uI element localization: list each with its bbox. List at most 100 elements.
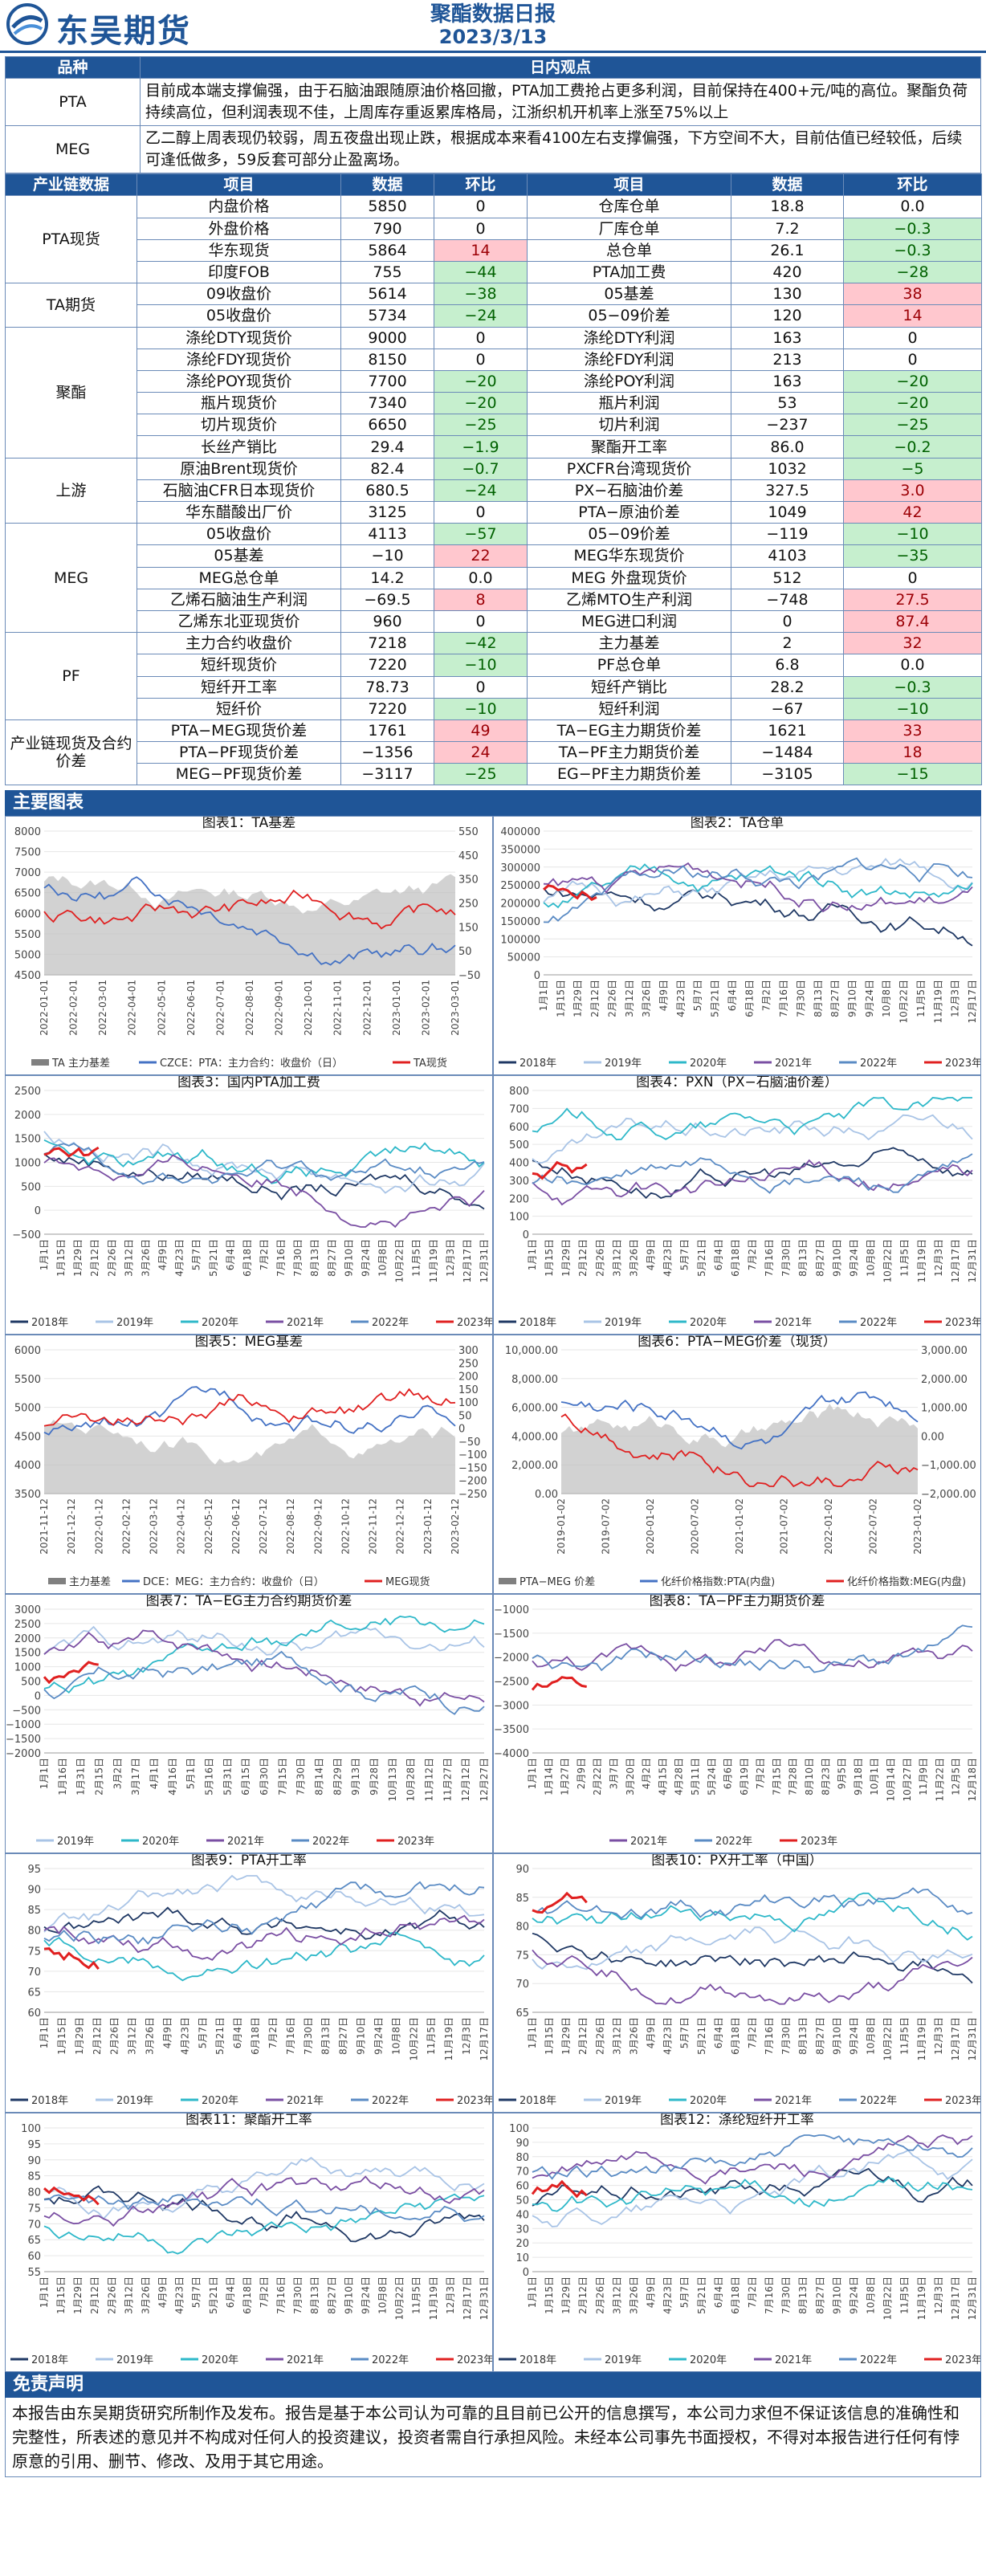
- series-line: [532, 1887, 973, 1920]
- value-cell: 1032: [731, 457, 844, 480]
- value-cell: 960: [340, 609, 434, 634]
- y-tick-label: 400000: [500, 826, 540, 838]
- x-tick-label: 1月1日: [527, 1758, 538, 1789]
- item-cell: PTA−MEG现货价差: [136, 719, 341, 743]
- change-cell: 0.0: [843, 654, 982, 677]
- y-tick-label: −2000: [494, 1653, 529, 1665]
- item-cell: 切片现货价: [136, 414, 341, 437]
- change-cell: −25: [843, 414, 982, 437]
- x-tick-label: 1月15日: [555, 980, 566, 1017]
- x-tick-label: 2022-05-12: [203, 1498, 214, 1555]
- x-tick-label: 8月27日: [814, 2017, 825, 2055]
- table-row: 聚酯 涤纶DTY现货价 9000 0 涤纶DTY利润 163 0: [5, 326, 982, 459]
- legend-label: 2022年: [715, 1836, 752, 1848]
- x-tick-label: 1月1日: [39, 1239, 50, 1270]
- x-tick-label: 11月5日: [899, 2017, 911, 2055]
- series-line: [43, 1143, 485, 1185]
- x-tick-label: 12月17日: [950, 1239, 961, 1283]
- series-line: [43, 1155, 485, 1229]
- x-tick-label: 4月23日: [174, 2276, 185, 2314]
- y-tick-label: 7500: [14, 847, 41, 859]
- item-cell: 聚酯开工率: [527, 435, 731, 459]
- item-cell: 原油Brent现货价: [136, 457, 341, 480]
- value-cell: 78.73: [340, 675, 434, 699]
- x-tick-label: 6月4日: [727, 980, 738, 1011]
- item-cell: 涤纶POY利润: [527, 369, 731, 393]
- x-tick-label: 2022-07-01: [214, 980, 226, 1036]
- y2-tick-label: −250: [458, 1489, 487, 1501]
- y2-tick-label: 250: [458, 1359, 479, 1371]
- table-row: 外盘价格 790 0 厂库仓单 7.2 −0.3: [6, 217, 982, 240]
- x-tick-label: 12月31日: [967, 1239, 978, 1283]
- y-tick-label: 0: [534, 970, 540, 982]
- y2-tick-label: 250: [458, 899, 479, 911]
- x-tick-label: 11月27日: [442, 1758, 453, 1802]
- y-tick-label: 200: [509, 1194, 529, 1206]
- x-tick-label: 9月24日: [373, 2017, 384, 2055]
- table-category: TA期货: [5, 283, 137, 328]
- x-tick-label: 1月29日: [572, 980, 584, 1017]
- y-tick-label: 65: [515, 2007, 529, 2020]
- value-cell: −3117: [340, 763, 434, 786]
- item-cell: PF总仓单: [527, 654, 731, 677]
- legend-label: TA现货: [413, 1057, 447, 1070]
- table-row: 05基差 −10 22 MEG华东现货价 4103 −35: [6, 544, 982, 568]
- legend-label: 2023年: [801, 1836, 837, 1848]
- x-tick-label: 5月21日: [696, 2276, 707, 2314]
- x-tick-label: 4月2日: [641, 1758, 652, 1789]
- y2-tick-label: −2,000.00: [921, 1489, 976, 1501]
- x-tick-label: 10月22日: [408, 2017, 419, 2061]
- y-tick-label: 300: [509, 1176, 529, 1188]
- x-tick-label: 5月16日: [204, 1758, 215, 1795]
- views-table: 品种 日内观点 PTA 目前成本端支撑偏强，由于石脑油跟随原油价格回撤，PTA加…: [5, 55, 981, 174]
- y-tick-label: 500: [21, 1677, 41, 1689]
- x-tick-label: 3月12日: [611, 2276, 622, 2314]
- change-cell: −35: [843, 544, 982, 568]
- item-cell: 外盘价格: [136, 217, 341, 240]
- value-cell: 130: [731, 283, 844, 306]
- x-tick-label: 9月24日: [848, 1239, 859, 1277]
- series-line: [560, 1392, 919, 1450]
- series-line: [43, 1147, 100, 1159]
- value-cell: 5734: [340, 304, 434, 328]
- y-tick-label: 8000: [14, 826, 41, 838]
- value-cell: 28.2: [731, 675, 844, 699]
- y-tick-label: 60: [27, 2007, 41, 2020]
- legend-label: 2020年: [690, 1058, 727, 1070]
- x-tick-label: 12月31日: [479, 1239, 490, 1283]
- y-tick-label: 2000: [14, 1633, 41, 1645]
- change-cell: −1.9: [434, 435, 528, 459]
- x-tick-label: 2月26日: [606, 980, 617, 1017]
- x-tick-label: 2021-11-12: [39, 1498, 50, 1555]
- report-date: 2023/3/13: [438, 26, 548, 48]
- y-tick-label: 1500: [14, 1134, 41, 1146]
- x-tick-label: 5月21日: [208, 1239, 219, 1277]
- y2-tick-label: 100: [458, 1398, 479, 1410]
- item-cell: 内盘价格: [136, 195, 341, 218]
- legend-label: PTA−MEG 价差: [519, 1576, 595, 1588]
- change-cell: 0.0: [434, 566, 528, 589]
- series-line: [532, 1160, 973, 1206]
- y2-tick-label: 150: [458, 1384, 479, 1396]
- change-cell: 18: [843, 741, 982, 764]
- views-row-text: 目前成本端支撑偏强，由于石脑油跟随原油价格回撤，PTA加工费抢占更多利润，目前保…: [140, 78, 981, 127]
- x-tick-label: 4月1日: [149, 1758, 160, 1789]
- x-tick-label: 1月15日: [544, 1239, 555, 1277]
- x-tick-label: 4月9日: [646, 2017, 657, 2048]
- x-tick-label: 12月3日: [445, 1239, 456, 1277]
- table-row: 乙烯石脑油生产利润 −69.5 8 乙烯MTO生产利润 −748 27.5: [6, 588, 982, 611]
- item-cell: MEG进口利润: [527, 609, 731, 634]
- item-cell: MEG总仓单: [136, 566, 341, 589]
- value-cell: 790: [340, 217, 434, 240]
- x-tick-label: 7月28日: [788, 1758, 799, 1795]
- x-tick-label: 4月9日: [161, 2017, 173, 2048]
- item-cell: 短纤价: [136, 697, 341, 720]
- y-tick-label: −1500: [494, 1628, 529, 1641]
- legend-label: 2018年: [31, 2095, 68, 2107]
- change-cell: −0.3: [843, 238, 982, 262]
- x-tick-label: 12月31日: [967, 2276, 978, 2321]
- x-tick-label: 1月1日: [527, 2017, 538, 2048]
- x-tick-label: 7月15日: [277, 1758, 288, 1795]
- value-cell: 18.8: [731, 195, 844, 218]
- value-cell: −3105: [731, 763, 844, 786]
